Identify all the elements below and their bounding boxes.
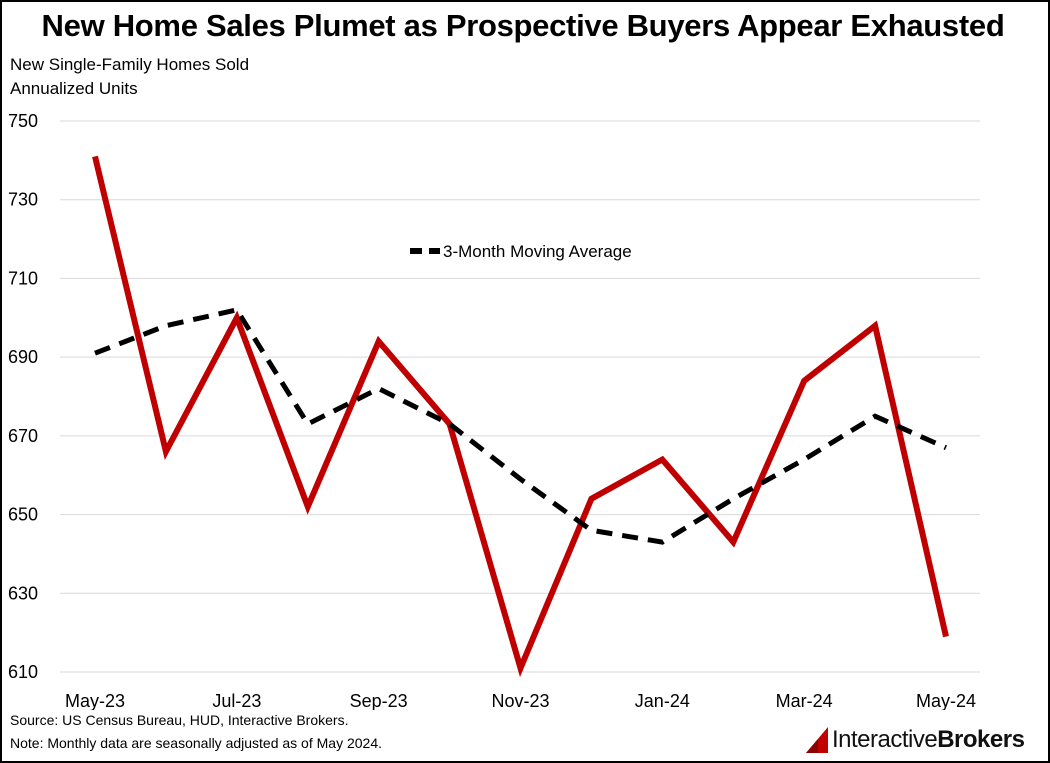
x-tick-label: Jan-24 — [635, 691, 690, 710]
chart-subtitle-series: New Single-Family Homes Sold — [10, 55, 250, 74]
interactive-brokers-logo: InteractiveBrokers — [806, 726, 1025, 754]
x-tick-label: Mar-24 — [776, 691, 833, 710]
x-axis-ticks: May-23 Jul-23 Sep-23 Nov-23 Jan-24 Mar-24 May-… — [65, 691, 976, 710]
x-tick-label: May-24 — [916, 691, 976, 710]
legend: 3-Month Moving Average — [410, 242, 632, 261]
line-chart: 610 630 650 670 690 710 730 750 May-23 Jul-23 Sep… — [8, 111, 980, 710]
series-lines — [92, 155, 949, 678]
y-tick-label: 690 — [8, 347, 38, 367]
y-tick-label: 750 — [8, 111, 38, 131]
x-tick-label: Jul-23 — [212, 691, 261, 710]
y-tick-label: 630 — [8, 583, 38, 603]
y-axis-ticks: 610 630 650 670 690 710 730 750 — [8, 111, 38, 682]
logo-mark-icon — [806, 727, 828, 753]
x-tick-label: May-23 — [65, 691, 125, 710]
data-note: Note: Monthly data are seasonally adjust… — [10, 735, 382, 751]
source-note: Source: US Census Bureau, HUD, Interacti… — [10, 712, 349, 728]
logo-wordmark: InteractiveBrokers — [832, 726, 1025, 753]
series-line-moving-average — [94, 307, 948, 545]
x-tick-label: Nov-23 — [491, 691, 549, 710]
y-tick-label: 610 — [8, 662, 38, 682]
series-line-sales — [92, 155, 949, 678]
y-tick-label: 710 — [8, 268, 38, 288]
y-tick-label: 670 — [8, 426, 38, 446]
legend-label-moving-average: 3-Month Moving Average — [443, 242, 632, 261]
chart-title: New Home Sales Plumet as Prospective Buy… — [41, 8, 1005, 43]
chart-subtitle-units: Annualized Units — [10, 79, 138, 98]
x-tick-label: Sep-23 — [350, 691, 408, 710]
y-tick-label: 730 — [8, 190, 38, 210]
y-tick-label: 650 — [8, 505, 38, 525]
